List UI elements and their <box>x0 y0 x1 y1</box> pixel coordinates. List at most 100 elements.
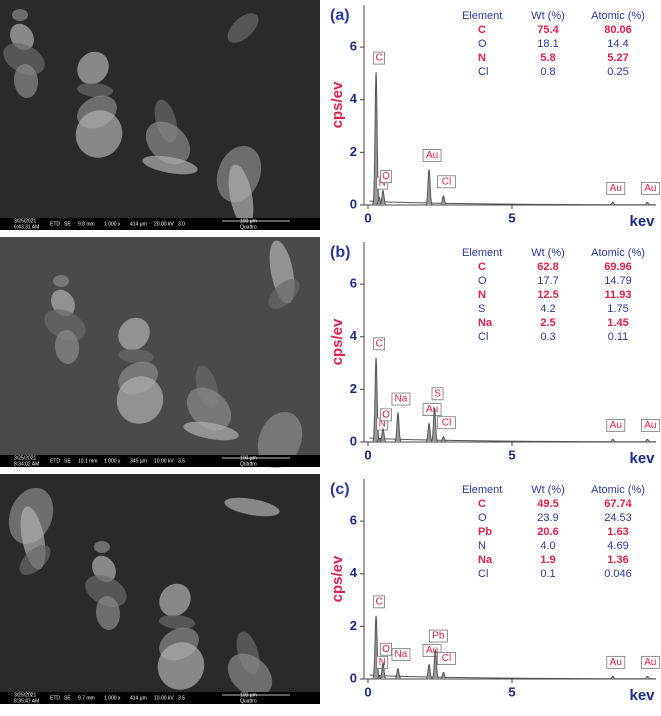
y-tick-label: 4 <box>350 328 358 343</box>
table-cell: N <box>478 540 486 552</box>
peak-label: Au <box>426 645 438 656</box>
peak-label-box <box>640 418 660 432</box>
table-cell: 4.69 <box>607 540 628 552</box>
particle <box>268 279 300 309</box>
x-tick-label: 0 <box>364 447 371 462</box>
sem-info: Quattro <box>240 224 257 230</box>
table-cell: Cl <box>478 331 488 343</box>
particle <box>142 155 198 175</box>
table-cell: 69.96 <box>604 261 632 273</box>
peak-label: O <box>382 644 390 655</box>
peak <box>431 648 440 680</box>
sem-info: 3.5 <box>178 695 185 701</box>
table-header: Wt (%) <box>531 247 565 259</box>
y-tick-label: 6 <box>350 513 357 528</box>
peak-label-box <box>373 595 385 609</box>
table-cell: 0.046 <box>604 568 632 580</box>
particle <box>44 309 86 341</box>
table-cell: 49.5 <box>537 498 558 510</box>
peak-label-box <box>428 629 448 643</box>
background <box>369 437 657 443</box>
x-axis-label: kev <box>629 213 655 230</box>
table-cell: Na <box>478 317 493 329</box>
peak-label: Au <box>426 404 438 415</box>
particle <box>257 411 303 469</box>
table-cell: N <box>478 289 486 301</box>
peak-label: C <box>375 53 382 64</box>
table-header: Atomic (%) <box>591 10 645 22</box>
peak <box>378 427 387 443</box>
y-tick-label: 6 <box>350 39 357 54</box>
sem-info: ETD <box>50 695 60 701</box>
y-tick-label: 0 <box>350 196 357 211</box>
sem-info: 345 µm <box>130 458 147 464</box>
sem-info: 10.00 kV <box>154 458 174 464</box>
sem-info: 414 µm <box>130 221 147 227</box>
peak <box>430 407 439 443</box>
particle <box>85 575 127 607</box>
table-cell: 67.74 <box>604 498 632 510</box>
particle <box>53 275 69 287</box>
particle <box>224 497 280 517</box>
y-tick-label: 2 <box>350 144 357 159</box>
panel-label: (a) <box>330 7 350 24</box>
peak-label: C <box>375 338 382 349</box>
x-tick-label: 5 <box>508 447 515 462</box>
peak <box>425 169 434 206</box>
table-cell: O <box>478 275 487 287</box>
table-cell: S <box>478 303 485 315</box>
peak-label: Na <box>395 394 408 405</box>
peak-label-box <box>422 644 442 657</box>
peak <box>393 667 402 680</box>
peak <box>439 671 448 680</box>
sem-info: SE <box>64 458 71 464</box>
particle <box>228 164 254 228</box>
peak-label: N <box>379 419 386 430</box>
table-cell: 14.79 <box>604 275 632 287</box>
peak-label: Au <box>644 183 656 194</box>
sem-info: 9.7 mm <box>78 695 95 701</box>
peak-label-box <box>437 175 456 189</box>
peak-label: Au <box>644 657 656 668</box>
particle <box>94 541 110 553</box>
table-cell: 0.11 <box>608 331 629 343</box>
particle <box>157 642 205 690</box>
particle <box>183 421 239 441</box>
table-cell: 11.93 <box>605 289 632 301</box>
peak-label-box <box>422 149 442 162</box>
peak-label-box <box>640 655 660 669</box>
table-cell: 4.0 <box>540 540 555 552</box>
peak-label: Au <box>610 420 622 431</box>
peak-label: N <box>379 178 386 189</box>
table-cell: 75.4 <box>537 24 559 36</box>
table-cell: C <box>478 261 486 273</box>
peak-label-box <box>606 655 626 669</box>
table-cell: Na <box>478 554 493 566</box>
peak-label: Pb <box>432 631 445 642</box>
particle <box>12 9 28 21</box>
peak <box>439 195 448 206</box>
peak-label: Cl <box>442 176 451 187</box>
peak-label-box <box>380 642 392 656</box>
peak <box>643 675 652 680</box>
table-cell: 0.3 <box>540 331 555 343</box>
particle <box>77 82 113 98</box>
table-cell: 0.1 <box>540 568 555 580</box>
table-cell: 23.9 <box>537 512 558 524</box>
sem-info: Quattro <box>240 698 257 704</box>
table-cell: 14.4 <box>607 38 628 50</box>
table-cell: C <box>478 498 486 510</box>
particle <box>19 545 51 575</box>
table-cell: Pb <box>478 526 492 538</box>
peak-label: N <box>379 657 386 668</box>
peak <box>378 189 387 206</box>
sem-info: 1 000 x <box>104 695 121 701</box>
peak <box>439 436 448 443</box>
particle <box>95 596 121 630</box>
x-axis-label: kev <box>629 687 655 704</box>
table-cell: 1.45 <box>607 317 628 329</box>
peak-label-box <box>422 403 442 416</box>
table-cell: 2.5 <box>540 317 555 329</box>
y-tick-label: 6 <box>350 276 357 291</box>
peak <box>608 201 617 206</box>
